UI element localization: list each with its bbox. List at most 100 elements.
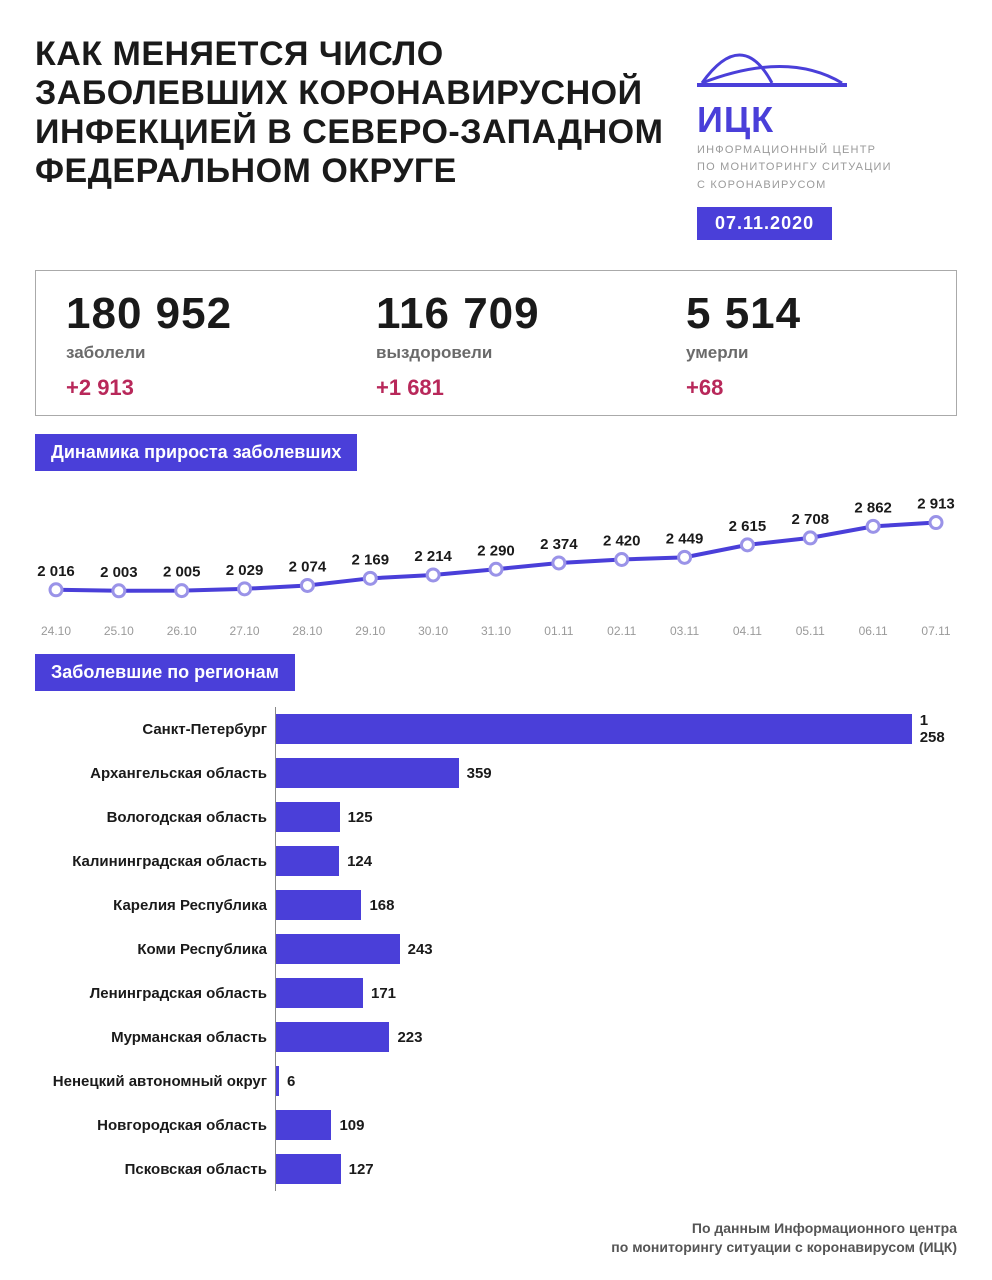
line-date-label: 01.11 [544, 624, 573, 638]
line-date-label: 30.10 [418, 624, 448, 638]
bar-region-label: Ленинградская область [35, 985, 275, 1002]
bar-track: 359 [275, 751, 957, 795]
line-marker [113, 585, 125, 597]
bar-row: Коми Республика243 [35, 927, 957, 971]
bar-chart-title: Заболевшие по регионам [35, 654, 295, 691]
bar-chart: Санкт-Петербург1 258Архангельская област… [35, 707, 957, 1191]
line-date-label: 29.10 [355, 624, 385, 638]
bar-value-label: 109 [339, 1117, 364, 1134]
line-marker [930, 517, 942, 529]
bar-track: 223 [275, 1015, 957, 1059]
bar-row: Санкт-Петербург1 258 [35, 707, 957, 751]
line-value-label: 2 290 [477, 542, 515, 559]
bar-value-label: 243 [408, 941, 433, 958]
stat-block: 180 952заболели+2 913 [66, 289, 306, 401]
line-chart: 2 01624.102 00325.102 00526.102 02927.10… [35, 481, 957, 641]
logo-subtitle-3: С КОРОНАВИРУСОМ [697, 178, 957, 193]
logo-curve-icon [697, 35, 847, 90]
stat-block: 116 709 выздоровели +1 681 [376, 289, 616, 401]
header: КАК МЕНЯЕТСЯ ЧИСЛО ЗАБОЛЕВШИХ КОРОНАВИРУ… [35, 35, 957, 240]
bar-region-label: Новгородская область [35, 1117, 275, 1134]
line-date-label: 04.11 [733, 624, 762, 638]
bar-row: Ненецкий автономный округ6 [35, 1059, 957, 1103]
bar-fill [276, 978, 363, 1008]
logo-block: ИЦК ИНФОРМАЦИОННЫЙ ЦЕНТР ПО МОНИТОРИНГУ … [697, 35, 957, 240]
bar-value-label: 125 [348, 809, 373, 826]
bar-track: 6 [275, 1059, 957, 1103]
line-date-label: 05.11 [796, 624, 825, 638]
bar-region-label: Мурманская область [35, 1029, 275, 1046]
bar-value-label: 359 [467, 765, 492, 782]
bar-row: Калининградская область124 [35, 839, 957, 883]
line-value-label: 2 862 [854, 500, 892, 517]
line-date-label: 02.11 [607, 624, 636, 638]
logo-subtitle-2: ПО МОНИТОРИНГУ СИТУАЦИИ [697, 160, 957, 175]
line-date-label: 06.11 [859, 624, 888, 638]
line-date-label: 28.10 [292, 624, 322, 638]
bar-fill [276, 846, 339, 876]
bar-track: 124 [275, 839, 957, 883]
line-value-label: 2 029 [226, 562, 264, 579]
line-value-label: 2 016 [37, 563, 75, 580]
line-marker [553, 557, 565, 569]
line-date-label: 25.10 [104, 624, 134, 638]
stat-delta: +1 681 [376, 375, 616, 401]
footer-line-2: по мониторингу ситуации с коронавирусом … [611, 1238, 957, 1258]
line-marker [867, 521, 879, 533]
line-marker [364, 572, 376, 584]
bar-track: 125 [275, 795, 957, 839]
bar-value-label: 127 [349, 1161, 374, 1178]
bar-fill [276, 1110, 331, 1140]
stat-delta: +68 [686, 375, 926, 401]
line-value-label: 2 074 [289, 559, 327, 576]
line-marker [427, 569, 439, 581]
stat-label: выздоровели [376, 343, 616, 363]
line-marker [490, 563, 502, 575]
line-value-label: 2 003 [100, 564, 138, 581]
bar-row: Новгородская область 109 [35, 1103, 957, 1147]
bar-fill [276, 890, 361, 920]
line-marker [50, 584, 62, 596]
stat-value: 116 709 [376, 289, 616, 339]
bar-track: 1 258 [275, 707, 957, 751]
stat-label: заболели [66, 343, 306, 363]
line-value-label: 2 913 [917, 496, 955, 513]
bar-region-label: Ненецкий автономный округ [35, 1073, 275, 1090]
bar-region-label: Вологодская область [35, 809, 275, 826]
line-date-label: 27.10 [230, 624, 260, 638]
stat-block: 5 514умерли+68 [686, 289, 926, 401]
stat-delta: +2 913 [66, 375, 306, 401]
line-marker [176, 585, 188, 597]
bar-fill [276, 758, 459, 788]
stats-box: 180 952заболели+2 913116 709выздоровели+… [35, 270, 957, 416]
line-value-label: 2 449 [666, 530, 704, 547]
bar-fill [276, 714, 912, 744]
line-value-label: 2 005 [163, 564, 201, 581]
line-value-label: 2 374 [540, 536, 578, 553]
line-date-label: 03.11 [670, 624, 699, 638]
line-value-label: 2 169 [352, 551, 390, 568]
logo-subtitle-1: ИНФОРМАЦИОННЫЙ ЦЕНТР [697, 143, 957, 158]
bar-value-label: 168 [369, 897, 394, 914]
bar-track: 127 [275, 1147, 957, 1191]
bar-track: 168 [275, 883, 957, 927]
line-marker [804, 532, 816, 544]
line-date-label: 31.10 [481, 624, 511, 638]
bar-region-label: Архангельская область [35, 765, 275, 782]
bar-fill [276, 1022, 389, 1052]
line-date-label: 07.11 [921, 624, 950, 638]
footer-line-1: По данным Информационного центра [611, 1219, 957, 1239]
line-value-label: 2 708 [792, 511, 830, 528]
line-marker [301, 580, 313, 592]
bar-fill [276, 1066, 279, 1096]
line-marker [741, 539, 753, 551]
bar-row: Ленинградская область 171 [35, 971, 957, 1015]
bar-row: Архангельская область 359 [35, 751, 957, 795]
bar-value-label: 171 [371, 985, 396, 1002]
bar-region-label: Санкт-Петербург [35, 721, 275, 738]
page-title: КАК МЕНЯЕТСЯ ЧИСЛО ЗАБОЛЕВШИХ КОРОНАВИРУ… [35, 35, 675, 191]
line-marker [239, 583, 251, 595]
stat-value: 5 514 [686, 289, 926, 339]
bar-track: 243 [275, 927, 957, 971]
line-value-label: 2 420 [603, 533, 641, 550]
